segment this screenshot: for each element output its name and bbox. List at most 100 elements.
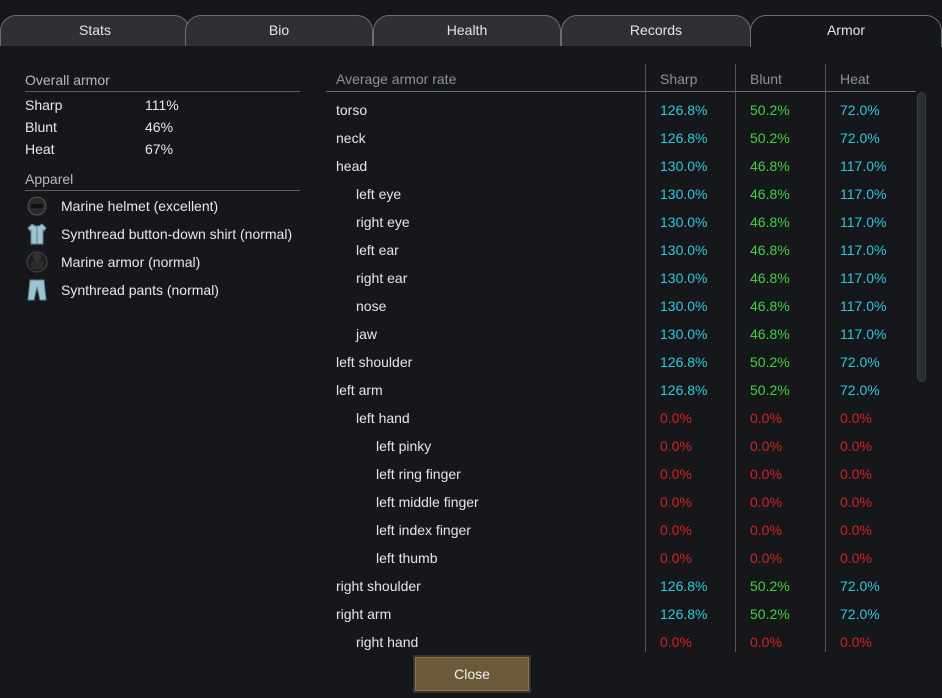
table-body: torso 126.8% 50.2% 72.0% neck 126.8% 50.2% 72.0…	[326, 96, 916, 652]
apparel-item-armor[interactable]: Marine armor (normal)	[25, 248, 300, 276]
body-part-label: right ear	[356, 270, 408, 286]
table-row: torso 126.8% 50.2% 72.0%	[326, 96, 916, 124]
heat-value: 72.0%	[840, 102, 880, 118]
blunt-value: 46.8%	[750, 298, 790, 314]
sharp-value: 126.8%	[660, 606, 708, 622]
table-header: Average armor rate Sharp Blunt Heat	[326, 64, 916, 92]
apparel-item-pants[interactable]: Synthread pants (normal)	[25, 276, 300, 304]
heat-value: 117.0%	[840, 214, 887, 230]
close-button[interactable]: Close	[413, 655, 531, 693]
body-part-label: head	[336, 158, 368, 174]
heat-value: 0.0%	[840, 550, 872, 566]
table-row: right arm 126.8% 50.2% 72.0%	[326, 600, 916, 628]
body-part-label: left index finger	[376, 522, 471, 538]
table-row: right ear 130.0% 46.8% 117.0%	[326, 264, 916, 292]
table-row: right shoulder 126.8% 50.2% 72.0%	[326, 572, 916, 600]
sharp-value: 130.0%	[660, 270, 708, 286]
sharp-value: 0.0%	[660, 410, 692, 426]
body-part-label: left middle finger	[376, 494, 479, 510]
overall-armor-title: Overall armor	[25, 72, 300, 92]
blunt-value: 0.0%	[750, 550, 782, 566]
header-sharp: Sharp	[660, 71, 698, 87]
apparel-item-shirt[interactable]: Synthread button-down shirt (normal)	[25, 220, 300, 248]
table-row: head 130.0% 46.8% 117.0%	[326, 152, 916, 180]
table-row: left thumb 0.0% 0.0% 0.0%	[326, 544, 916, 572]
column-divider	[645, 64, 646, 652]
tab-armor[interactable]: Armor	[750, 15, 942, 47]
scrollbar-thumb[interactable]	[917, 92, 926, 382]
body-part-label: torso	[336, 102, 368, 118]
stat-name: Blunt	[25, 119, 57, 135]
body-part-label: left ring finger	[376, 466, 461, 482]
heat-value: 72.0%	[840, 606, 880, 622]
table-scrollbar[interactable]	[916, 92, 926, 652]
header-blunt: Blunt	[750, 71, 782, 87]
header-part: Average armor rate	[336, 71, 457, 87]
heat-value: 0.0%	[840, 494, 872, 510]
stat-name: Heat	[25, 141, 55, 157]
table-row: jaw 130.0% 46.8% 117.0%	[326, 320, 916, 348]
pants-icon	[25, 278, 49, 302]
body-part-label: right hand	[356, 634, 419, 650]
heat-value: 117.0%	[840, 242, 887, 258]
heat-value: 0.0%	[840, 466, 872, 482]
sharp-value: 126.8%	[660, 102, 708, 118]
body-part-label: right eye	[356, 214, 410, 230]
body-part-label: right shoulder	[336, 578, 421, 594]
table-row: nose 130.0% 46.8% 117.0%	[326, 292, 916, 320]
body-part-label: left hand	[356, 410, 410, 426]
body-part-label: left pinky	[376, 438, 432, 454]
header-heat: Heat	[840, 71, 870, 87]
blunt-value: 0.0%	[750, 522, 782, 538]
table-row: left shoulder 126.8% 50.2% 72.0%	[326, 348, 916, 376]
heat-value: 117.0%	[840, 158, 887, 174]
helmet-icon	[25, 194, 49, 218]
apparel-title: Apparel	[25, 171, 300, 191]
table-row: neck 126.8% 50.2% 72.0%	[326, 124, 916, 152]
table-row: left pinky 0.0% 0.0% 0.0%	[326, 432, 916, 460]
sharp-value: 0.0%	[660, 494, 692, 510]
tab-health[interactable]: Health	[373, 15, 561, 46]
overall-heat-row: Heat 67%	[25, 138, 300, 160]
tab-bio[interactable]: Bio	[185, 15, 373, 46]
heat-value: 72.0%	[840, 354, 880, 370]
tab-stats[interactable]: Stats	[0, 15, 190, 46]
blunt-value: 0.0%	[750, 438, 782, 454]
blunt-value: 50.2%	[750, 102, 790, 118]
apparel-item-helmet[interactable]: Marine helmet (excellent)	[25, 192, 300, 220]
heat-value: 117.0%	[840, 326, 887, 342]
tab-records[interactable]: Records	[561, 15, 751, 46]
stat-name: Sharp	[25, 97, 63, 113]
blunt-value: 0.0%	[750, 634, 782, 650]
heat-value: 117.0%	[840, 298, 887, 314]
overall-sharp-row: Sharp 111%	[25, 94, 300, 116]
sharp-value: 130.0%	[660, 158, 708, 174]
table-row: left eye 130.0% 46.8% 117.0%	[326, 180, 916, 208]
sharp-value: 126.8%	[660, 578, 708, 594]
blunt-value: 46.8%	[750, 270, 790, 286]
blunt-value: 50.2%	[750, 354, 790, 370]
column-divider	[735, 64, 736, 652]
sharp-value: 130.0%	[660, 214, 708, 230]
blunt-value: 46.8%	[750, 326, 790, 342]
apparel-label: Marine armor (normal)	[61, 254, 201, 270]
table-row: left index finger 0.0% 0.0% 0.0%	[326, 516, 916, 544]
sharp-value: 130.0%	[660, 186, 708, 202]
heat-value: 117.0%	[840, 270, 887, 286]
sharp-value: 130.0%	[660, 242, 708, 258]
column-divider	[825, 64, 826, 652]
sharp-value: 0.0%	[660, 634, 692, 650]
stat-value: 67%	[145, 141, 174, 157]
shirt-icon	[25, 222, 49, 246]
table-row: left middle finger 0.0% 0.0% 0.0%	[326, 488, 916, 516]
sharp-value: 0.0%	[660, 466, 692, 482]
table-row: right eye 130.0% 46.8% 117.0%	[326, 208, 916, 236]
blunt-value: 50.2%	[750, 130, 790, 146]
blunt-value: 50.2%	[750, 578, 790, 594]
blunt-value: 50.2%	[750, 606, 790, 622]
apparel-label: Synthread button-down shirt (normal)	[61, 226, 293, 242]
blunt-value: 46.8%	[750, 242, 790, 258]
blunt-value: 50.2%	[750, 382, 790, 398]
heat-value: 0.0%	[840, 410, 872, 426]
body-part-label: left thumb	[376, 550, 438, 566]
